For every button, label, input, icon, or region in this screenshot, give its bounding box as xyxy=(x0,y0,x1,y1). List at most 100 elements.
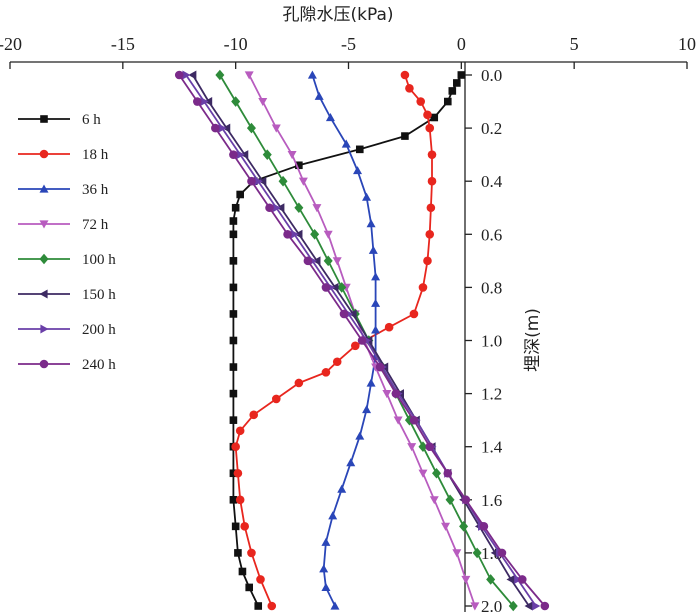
legend-label: 36 h xyxy=(82,182,109,198)
data-point-240h xyxy=(339,309,349,319)
x-axis-title: 孔隙水压(kPa) xyxy=(282,5,393,25)
legend-item-240h: 240 h xyxy=(18,357,116,373)
legend-swatch-marker xyxy=(40,324,49,334)
legend-label: 200 h xyxy=(82,322,116,338)
data-point-72h xyxy=(323,230,333,239)
data-point-240h xyxy=(229,150,238,159)
series-line-6h xyxy=(232,74,463,607)
data-point-36h xyxy=(321,537,331,546)
data-point-18h xyxy=(256,575,265,584)
data-point-6h xyxy=(238,567,247,576)
data-point-72h xyxy=(271,124,281,133)
data-point-150h xyxy=(188,70,197,80)
data-point-6h xyxy=(254,602,263,610)
y-tick-label: 1.0 xyxy=(481,332,502,351)
data-point-18h xyxy=(427,150,437,159)
x-tick-label: -10 xyxy=(224,34,248,54)
data-point-240h xyxy=(375,362,385,372)
data-point-18h xyxy=(409,309,419,319)
data-point-6h xyxy=(457,71,466,79)
data-point-72h xyxy=(441,522,451,531)
data-point-36h xyxy=(319,564,329,573)
data-point-100h xyxy=(508,600,518,612)
data-point-72h xyxy=(312,204,322,213)
data-point-200h xyxy=(272,203,281,213)
legend-swatch-marker xyxy=(39,220,49,229)
data-point-100h xyxy=(459,521,469,532)
legend-label: 150 h xyxy=(82,287,116,303)
data-point-100h xyxy=(323,255,333,267)
data-point-6h xyxy=(401,132,409,140)
y-tick-label: 1.2 xyxy=(481,385,502,404)
data-point-100h xyxy=(262,149,272,160)
data-point-240h xyxy=(461,495,471,505)
legend-item-36h: 36 h xyxy=(18,182,109,198)
x-tick-label: -15 xyxy=(111,34,135,54)
data-point-240h xyxy=(540,601,550,611)
data-point-18h xyxy=(240,522,249,531)
x-tick-label: 0 xyxy=(457,34,466,54)
data-point-18h xyxy=(416,97,426,106)
y-tick-label: 0.8 xyxy=(481,278,502,297)
y-tick-label: 0.2 xyxy=(481,119,502,138)
data-point-36h xyxy=(362,192,372,201)
data-point-72h xyxy=(258,97,268,107)
data-point-72h xyxy=(418,469,428,478)
legend-item-200h: 200 h xyxy=(18,322,116,338)
data-point-100h xyxy=(231,96,241,107)
data-point-18h xyxy=(233,468,243,478)
data-point-18h xyxy=(427,176,437,186)
data-point-18h xyxy=(425,230,435,239)
data-point-18h xyxy=(249,410,259,420)
y-tick-label: 2.0 xyxy=(481,597,502,615)
data-point-240h xyxy=(409,415,419,425)
data-point-36h xyxy=(314,91,324,100)
data-point-36h xyxy=(307,70,317,79)
legend-swatch-marker xyxy=(39,359,49,369)
data-point-72h xyxy=(244,71,254,80)
data-point-200h xyxy=(182,70,191,80)
y-axis: 0.00.20.40.60.81.01.21.41.61.82.0 xyxy=(464,62,503,615)
legend-label: 18 h xyxy=(82,147,109,163)
series-line-36h xyxy=(311,74,377,607)
data-point-18h xyxy=(423,256,432,266)
data-point-240h xyxy=(265,203,274,213)
data-point-18h xyxy=(321,368,331,377)
data-point-18h xyxy=(235,426,245,436)
data-point-36h xyxy=(371,325,381,334)
data-point-6h xyxy=(229,283,238,292)
data-point-6h xyxy=(448,87,457,95)
data-point-6h xyxy=(234,549,242,557)
y-tick-label: 0.4 xyxy=(481,172,503,191)
data-point-18h xyxy=(231,442,240,452)
data-point-36h xyxy=(353,166,363,175)
legend-label: 72 h xyxy=(82,217,109,233)
data-point-36h xyxy=(371,298,381,307)
data-point-240h xyxy=(425,442,435,452)
data-point-36h xyxy=(328,511,338,520)
data-point-18h xyxy=(350,341,360,351)
data-point-240h xyxy=(193,97,202,106)
data-point-200h xyxy=(290,229,299,239)
legend-label: 240 h xyxy=(82,357,116,373)
legend-swatch-marker xyxy=(39,184,49,193)
y-tick-label: 1.6 xyxy=(481,491,502,510)
data-point-6h xyxy=(229,416,238,424)
data-point-200h xyxy=(218,123,227,133)
data-point-240h xyxy=(211,123,220,133)
data-point-100h xyxy=(432,467,442,479)
data-point-6h xyxy=(229,389,238,398)
data-point-100h xyxy=(486,574,496,585)
data-point-240h xyxy=(497,548,507,558)
data-point-72h xyxy=(332,257,342,266)
data-point-100h xyxy=(418,441,428,452)
data-point-72h xyxy=(461,575,471,584)
data-point-18h xyxy=(267,601,277,611)
data-point-6h xyxy=(236,190,244,199)
legend-item-18h: 18 h xyxy=(18,147,109,163)
legend-label: 100 h xyxy=(82,252,116,268)
data-point-150h xyxy=(524,601,533,611)
data-point-240h xyxy=(357,336,367,345)
data-point-18h xyxy=(426,203,436,213)
